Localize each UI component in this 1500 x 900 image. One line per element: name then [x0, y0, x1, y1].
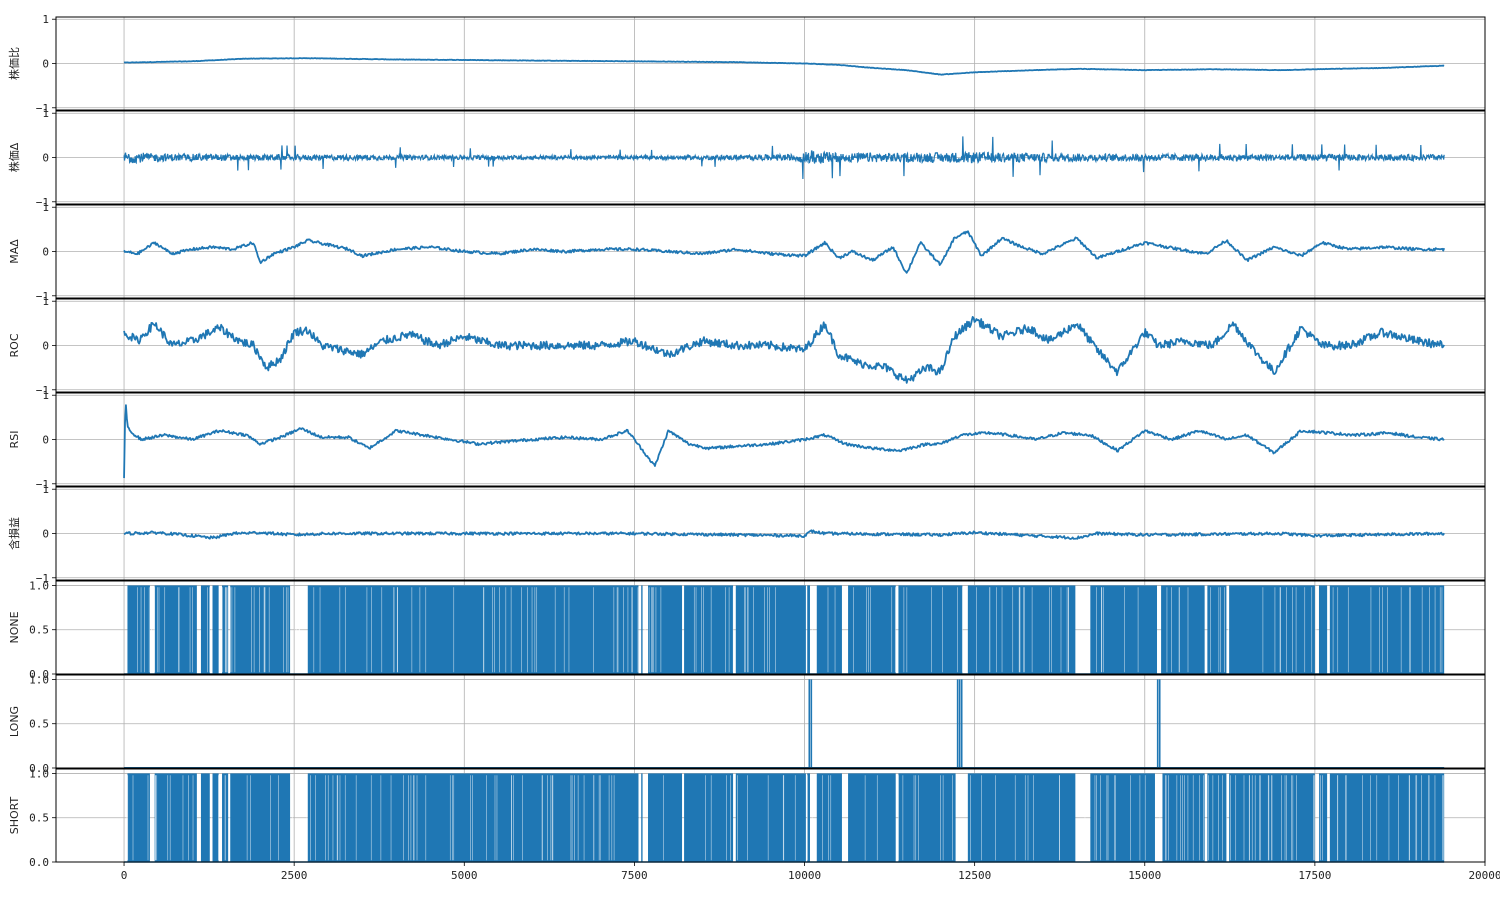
panel-3-y-tick-label: −1 — [36, 290, 49, 303]
panel-3-series-line — [123, 230, 1446, 274]
panel-7-on-block — [212, 585, 219, 674]
panel-7-on-block — [1161, 585, 1205, 674]
panel-9-on-block — [127, 773, 150, 862]
panel-9-y-tick-label: 0.5 — [29, 812, 49, 825]
panel-1-series-line — [123, 57, 1445, 76]
panel-2-y-tick-label: −1 — [36, 196, 49, 209]
panel-1-y-tick-label: 0 — [42, 58, 49, 71]
panel-4-series-line — [123, 315, 1445, 384]
panel-7-ylabel: NONE — [8, 611, 21, 643]
panel-9-frame — [55, 768, 1486, 863]
x-tick-label: 12500 — [958, 869, 991, 882]
panel-9-on-block — [200, 773, 210, 862]
panel-5-ylabel: RSI — [8, 431, 21, 449]
x-tick-label: 5000 — [451, 869, 478, 882]
panel-3-y-tick-label: 1 — [42, 201, 49, 214]
panel-9-on-block — [816, 773, 842, 862]
panel-7-on-block — [154, 585, 197, 674]
panel-9-y-tick-label: 0.0 — [29, 856, 49, 869]
panel-9-on-block — [648, 773, 683, 862]
panel-7-on-block — [848, 585, 896, 674]
x-tick-label: 10000 — [788, 869, 821, 882]
panel-5-y-tick-label: 1 — [42, 389, 49, 402]
panel-5-series-line — [123, 404, 1445, 479]
panel-4-y-tick-label: 1 — [42, 295, 49, 308]
panel-8-y-tick-label: 0.0 — [29, 762, 49, 775]
panel-7-y-tick-label: 1.0 — [29, 579, 49, 592]
panel-9-on-block — [807, 773, 810, 862]
panel-7-on-block — [807, 585, 810, 674]
panel-7-y-tick-label: 0.5 — [29, 624, 49, 637]
panel-9-on-block — [154, 773, 197, 862]
panel-9-on-block — [641, 773, 643, 862]
panel-7-on-block — [816, 585, 842, 674]
panel-7-on-block — [230, 585, 291, 674]
panel-6-ylabel: 含損益 — [7, 517, 21, 550]
panel-7-on-block — [200, 585, 210, 674]
panel-7-on-block — [1229, 585, 1315, 674]
panel-5-y-tick-label: −1 — [36, 478, 49, 491]
panel-9-on-block — [1329, 773, 1445, 862]
x-tick-label: 2500 — [281, 869, 308, 882]
panel-8-background — [56, 675, 1485, 768]
x-tick-label: 15000 — [1128, 869, 1161, 882]
panel-2-y-tick-label: 0 — [42, 152, 49, 165]
panel-7-on-block — [1318, 585, 1328, 674]
panel-6-y-tick-label: −1 — [36, 572, 49, 585]
panel-9-on-block — [1318, 773, 1328, 862]
panel-7-on-block — [307, 585, 639, 674]
x-tick-label: 7500 — [621, 869, 648, 882]
panel-9-on-block — [967, 773, 1076, 862]
x-tick-label: 17500 — [1298, 869, 1331, 882]
panel-9-on-block — [898, 773, 956, 862]
panel-9-on-block — [848, 773, 896, 862]
panel-3-ylabel: MAΔ — [8, 239, 21, 264]
panel-4-y-tick-label: 0 — [42, 340, 49, 353]
panel-7-on-block — [1207, 585, 1227, 674]
panel-5-y-tick-label: 0 — [42, 434, 49, 447]
panel-3-y-tick-label: 0 — [42, 246, 49, 259]
panel-7-on-block — [684, 585, 734, 674]
panel-9-on-block — [1207, 773, 1227, 862]
panel-9-y-tick-label: 1.0 — [29, 767, 49, 780]
panel-2-series-line — [123, 136, 1445, 180]
panel-4-ylabel: ROC — [8, 333, 21, 357]
panel-7-on-block — [898, 585, 963, 674]
panel-9-on-block — [230, 773, 291, 862]
panel-7-on-block — [641, 585, 643, 674]
panel-2-ylabel: 株価Δ — [7, 142, 21, 172]
panel-9-ylabel: SHORT — [8, 796, 21, 834]
panel-6-series-line — [123, 529, 1445, 540]
panel-6-y-tick-label: 1 — [42, 483, 49, 496]
panel-7-y-tick-label: 0.0 — [29, 668, 49, 681]
panel-7-on-block — [1090, 585, 1158, 674]
panel-4-y-tick-label: −1 — [36, 384, 49, 397]
panel-7-on-block — [735, 585, 806, 674]
panel-1-ylabel: 株価比 — [7, 47, 21, 80]
panel-9-on-block — [212, 773, 219, 862]
panel-7-on-block — [967, 585, 1076, 674]
panel-8-frame — [55, 674, 1486, 769]
panel-7-on-block — [127, 585, 150, 674]
x-tick-label: 0 — [121, 869, 128, 882]
panel-9-on-block — [684, 773, 734, 862]
panel-9-on-block — [307, 773, 639, 862]
panel-8-y-tick-label: 1.0 — [29, 673, 49, 686]
panel-9-on-block — [1162, 773, 1205, 862]
panel-1-y-tick-label: 1 — [42, 13, 49, 26]
panel-8-ylabel: LONG — [8, 706, 21, 737]
x-tick-label: 20000 — [1468, 869, 1500, 882]
panel-6-y-tick-label: 0 — [42, 528, 49, 541]
panel-2-y-tick-label: 1 — [42, 107, 49, 120]
panel-9-on-block — [1090, 773, 1155, 862]
panel-7-on-block — [1329, 585, 1445, 674]
panel-7-frame — [55, 580, 1486, 675]
panel-7-on-block — [648, 585, 683, 674]
panel-1-y-tick-label: −1 — [36, 102, 49, 115]
panel-8-y-tick-label: 0.5 — [29, 718, 49, 731]
